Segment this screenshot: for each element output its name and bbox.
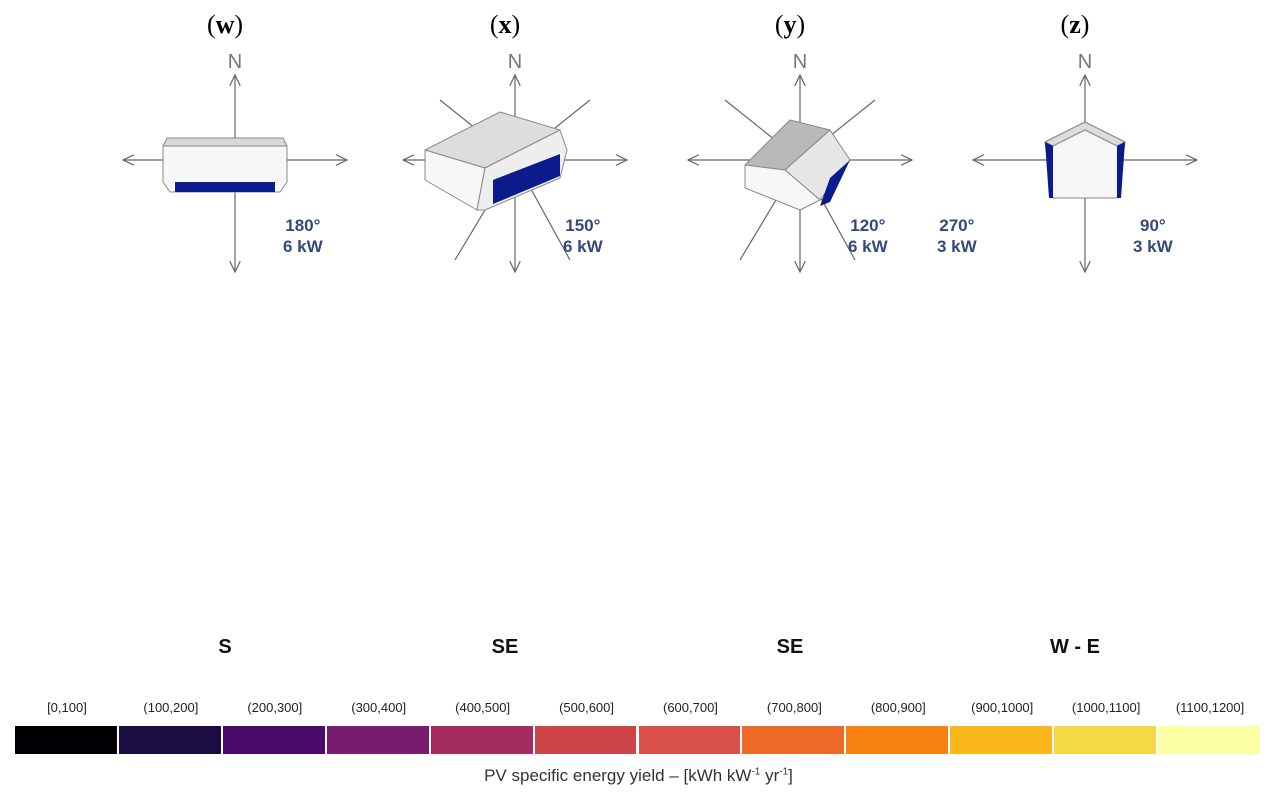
legend-bin-label: (500,600] bbox=[559, 700, 614, 715]
legend-swatch bbox=[1158, 726, 1260, 754]
orientation-label: S bbox=[218, 636, 232, 658]
panel-label: (x) bbox=[489, 10, 521, 39]
legend-swatch bbox=[1054, 726, 1157, 754]
panel-z: (z) N 270° 3 kW 90° 3 kW W - E bbox=[925, 0, 1225, 675]
installed-power: 3 kW bbox=[937, 237, 977, 256]
legend-bin-label: (400,500] bbox=[455, 700, 511, 715]
panel-letter: w bbox=[215, 10, 235, 39]
north-letter: N bbox=[228, 51, 242, 73]
house-shape bbox=[744, 119, 851, 211]
panel-y: (y) N 120° 6 kW SE bbox=[640, 0, 940, 675]
orientation-spec: 90° 3 kW bbox=[1133, 215, 1173, 257]
legend-bin-label: (700,800] bbox=[766, 700, 822, 715]
installed-power: 6 kW bbox=[848, 237, 888, 256]
installed-power: 3 kW bbox=[1133, 237, 1173, 256]
legend-bin-label: (1000,1100] bbox=[1071, 700, 1141, 715]
panel-w: (w) N 180° 6 kW S bbox=[75, 0, 375, 675]
orientation-label: W - E bbox=[1050, 636, 1100, 658]
north-letter: N bbox=[508, 51, 522, 73]
legend-bin-label: [0,100] bbox=[47, 700, 87, 715]
legend-bin-label: (600,700] bbox=[662, 700, 718, 715]
house-shape bbox=[162, 137, 288, 193]
legend-bin-label: (300,400] bbox=[351, 700, 407, 715]
legend-swatch bbox=[742, 726, 845, 754]
azimuth-angle: 270° bbox=[939, 216, 975, 235]
installed-power: 6 kW bbox=[563, 237, 603, 256]
panel-letter: x bbox=[498, 10, 512, 39]
legend-bin-label: (800,900] bbox=[870, 700, 926, 715]
legend-swatch bbox=[638, 726, 741, 754]
compass-house-diagram: N bbox=[971, 51, 1199, 274]
orientation-label: SE bbox=[491, 636, 519, 658]
legend-bin-label: (100,200] bbox=[143, 700, 199, 715]
panel-x: (x) N 150° 6 kW SE bbox=[355, 0, 655, 675]
panel-label: (y) bbox=[774, 10, 806, 39]
installed-power: 6 kW bbox=[283, 237, 323, 256]
legend-swatch bbox=[326, 726, 429, 754]
azimuth-angle: 150° bbox=[565, 216, 601, 235]
legend-bin-label: (1100,1200] bbox=[1175, 700, 1245, 715]
azimuth-angle: 90° bbox=[1139, 216, 1166, 235]
orientation-spec: 120° 6 kW bbox=[848, 215, 888, 257]
legend-swatch bbox=[430, 726, 533, 754]
color-legend: [0,100] (100,200] (200,300] (300,400] (400,5… bbox=[15, 700, 1262, 795]
panel-letter: y bbox=[783, 10, 797, 39]
legend-swatch bbox=[15, 726, 117, 754]
legend-bin-label: (200,300] bbox=[247, 700, 303, 715]
azimuth-angle: 120° bbox=[850, 216, 886, 235]
legend-title: PV specific energy yield – [kWh kW-1 yr-… bbox=[484, 766, 793, 785]
house-shape bbox=[424, 111, 568, 211]
orientation-spec: 150° 6 kW bbox=[563, 215, 603, 257]
legend-swatch bbox=[534, 726, 637, 754]
house-shape bbox=[1044, 121, 1126, 199]
panel-label: (z) bbox=[1060, 10, 1090, 39]
compass-house-diagram: N bbox=[401, 51, 629, 274]
legend-bin-label: (900,1000] bbox=[971, 700, 1034, 715]
north-letter: N bbox=[793, 51, 807, 73]
legend-swatch bbox=[118, 726, 221, 754]
legend-swatch bbox=[950, 726, 1053, 754]
azimuth-angle: 180° bbox=[285, 216, 321, 235]
panel-letter: z bbox=[1069, 10, 1081, 39]
orientation-spec: 180° 6 kW bbox=[283, 215, 323, 257]
panel-label: (w) bbox=[206, 10, 244, 39]
compass-house-diagram: N bbox=[686, 51, 914, 274]
orientation-label: SE bbox=[776, 636, 804, 658]
compass-house-diagram: N bbox=[121, 51, 349, 274]
legend-swatch bbox=[846, 726, 949, 754]
north-letter: N bbox=[1078, 51, 1092, 73]
orientation-spec: 270° 3 kW bbox=[937, 215, 977, 257]
legend-swatch bbox=[222, 726, 325, 754]
